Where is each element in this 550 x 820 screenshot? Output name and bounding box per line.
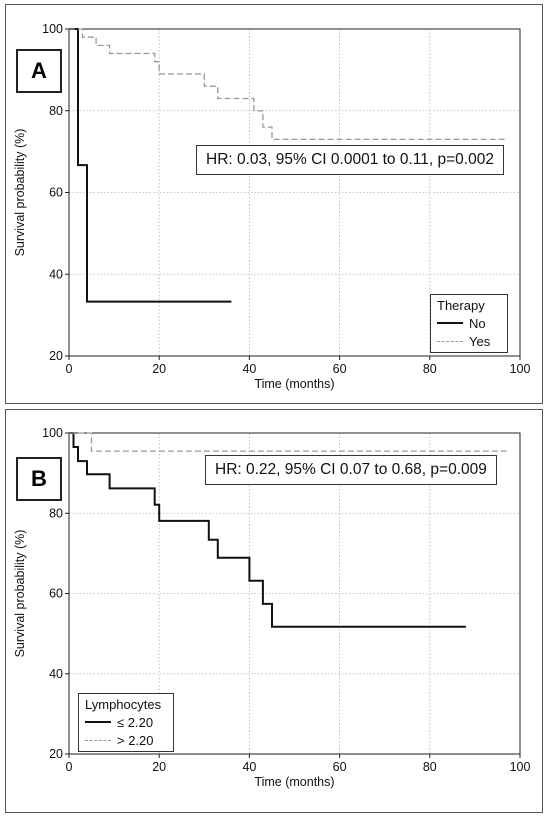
- legend-label-high: > 2.20: [117, 732, 154, 748]
- legend-swatch-solid: [85, 721, 111, 723]
- legend-label-low: ≤ 2.20: [117, 714, 154, 730]
- y-tick-label: 40: [49, 267, 63, 281]
- legend-title-b: Lymphocytes: [85, 697, 162, 712]
- legend-swatch-dashed: [437, 340, 463, 342]
- x-axis-label: Time (months): [254, 377, 334, 391]
- y-tick-label: 40: [49, 667, 63, 681]
- legend-a: Therapy No Yes: [430, 294, 508, 353]
- x-tick-label: 0: [66, 760, 73, 774]
- y-axis-label: Survival probability (%): [13, 530, 27, 658]
- hazard-ratio-annotation-b: HR: 0.22, 95% CI 0.07 to 0.68, p=0.009: [205, 455, 497, 485]
- hazard-ratio-annotation-a: HR: 0.03, 95% CI 0.0001 to 0.11, p=0.002: [196, 145, 504, 175]
- x-tick-label: 80: [423, 362, 437, 376]
- x-tick-label: 100: [510, 362, 531, 376]
- survival-curve-a-solid: [69, 28, 232, 303]
- x-tick-label: 40: [242, 760, 256, 774]
- y-axis-label: Survival probability (%): [13, 129, 27, 257]
- y-tick-label: 20: [49, 349, 63, 363]
- survival-curve-a-dashed: [69, 28, 507, 141]
- x-tick-label: 60: [333, 760, 347, 774]
- x-tick-label: 20: [152, 362, 166, 376]
- y-tick-label: 100: [42, 426, 63, 440]
- panel-b: 0 20 40 60 80 100 20 40 60 80 100 Time (months) Surv…: [5, 409, 543, 813]
- legend-item-no: No: [431, 314, 507, 332]
- legend-label-yes: Yes: [469, 333, 491, 349]
- y-tick-label: 60: [49, 587, 63, 601]
- x-tick-label: 40: [242, 362, 256, 376]
- x-tick-label: 80: [423, 760, 437, 774]
- x-tick-label: 60: [333, 362, 347, 376]
- legend-item-yes: Yes: [431, 332, 507, 352]
- y-tick-label: 80: [49, 506, 63, 520]
- legend-swatch-solid: [437, 322, 463, 324]
- panel-a: 0 20 40 60 80 100 20 40 60 80 100 Time (months) Surv…: [5, 4, 543, 404]
- legend-label-no: No: [469, 315, 486, 331]
- x-tick-label: 100: [510, 760, 531, 774]
- survival-curve-b-dashed: [69, 432, 507, 452]
- x-tick-label: 20: [152, 760, 166, 774]
- legend-b: Lymphocytes ≤ 2.20 > 2.20: [78, 693, 174, 752]
- y-tick-label: 100: [42, 22, 63, 36]
- y-tick-label: 20: [49, 747, 63, 761]
- x-axis-label: Time (months): [254, 775, 334, 789]
- legend-item-low: ≤ 2.20: [79, 713, 173, 731]
- x-tick-label: 0: [66, 362, 73, 376]
- survival-curve-b-solid: [69, 432, 466, 628]
- legend-swatch-dashed: [85, 739, 111, 741]
- y-tick-label: 60: [49, 186, 63, 200]
- legend-title-a: Therapy: [437, 298, 485, 313]
- y-tick-label: 80: [49, 104, 63, 118]
- legend-item-high: > 2.20: [79, 731, 173, 751]
- panel-label-a: A: [16, 49, 62, 93]
- panel-label-b: B: [16, 457, 62, 501]
